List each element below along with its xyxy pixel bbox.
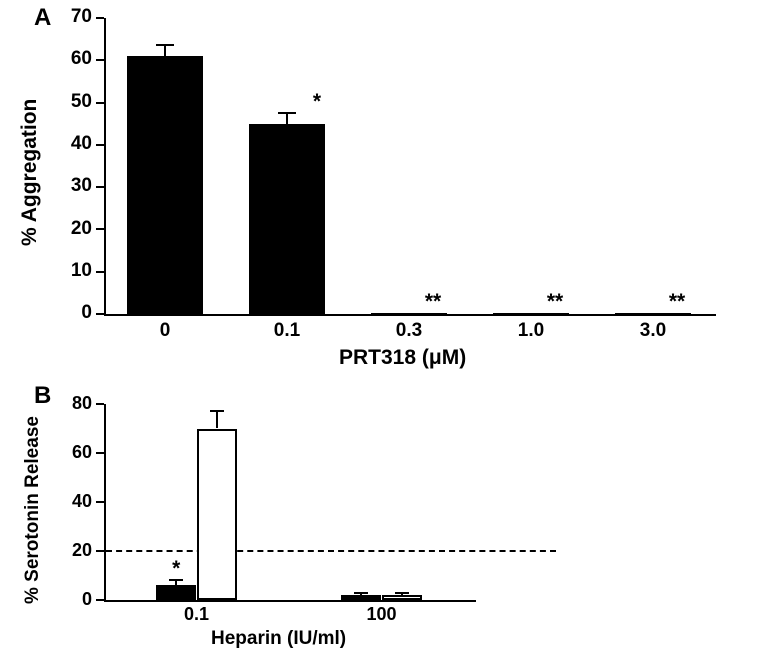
panel-a-bar xyxy=(249,124,325,314)
panel-b-plot xyxy=(104,404,476,602)
panel-a-bar xyxy=(127,56,203,314)
panel-b-bar xyxy=(156,585,197,600)
panel-b-bar xyxy=(197,429,238,601)
panel-b-bar xyxy=(341,595,382,600)
panel-b-bar xyxy=(382,595,423,600)
